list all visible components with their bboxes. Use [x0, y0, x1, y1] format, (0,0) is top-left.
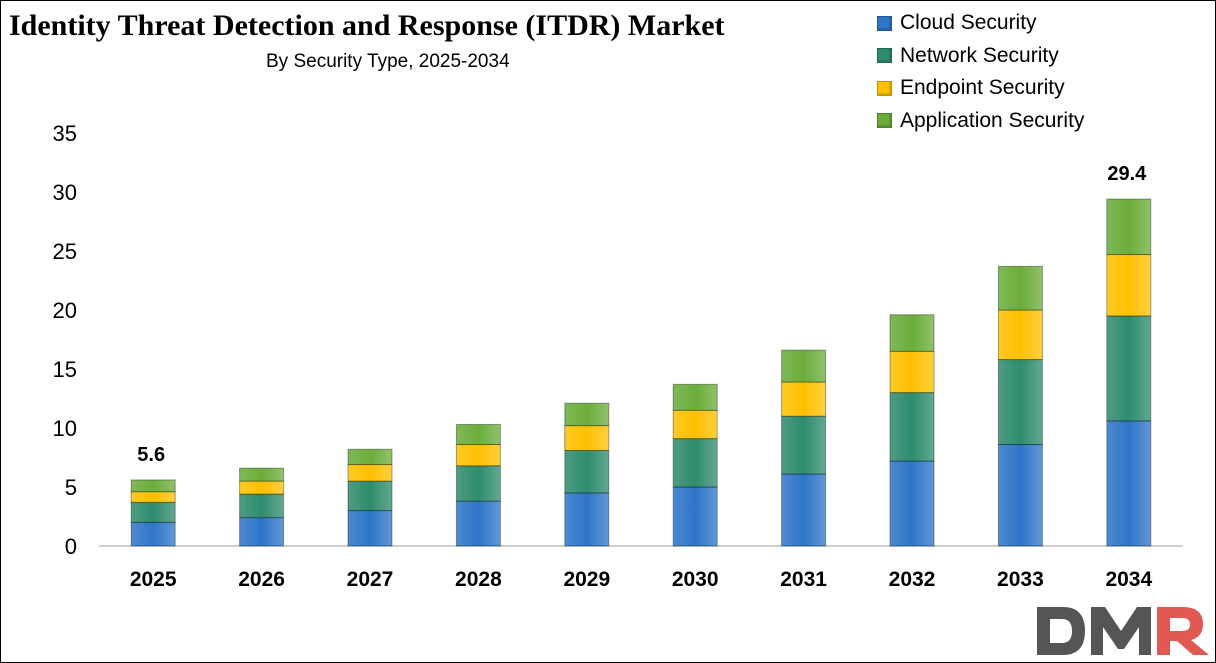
- chart-legend: Cloud Security Network Security Endpoint…: [877, 7, 1084, 137]
- legend-swatch-application-security: [877, 113, 892, 129]
- bar-segment-application-security-2027: [347, 448, 393, 466]
- bar-segment-application-security-2025: [130, 479, 176, 493]
- x-tick-label: 2031: [780, 568, 827, 591]
- bar-segment-application-security-2033: [997, 265, 1043, 311]
- legend-label-application-security: Application Security: [900, 108, 1085, 132]
- bar-segment-application-security-2026: [239, 467, 285, 482]
- bar-segment-cloud-security-2029: [564, 492, 610, 547]
- legend-item-application-security: Application Security: [877, 105, 1084, 138]
- x-tick-label: 2029: [563, 568, 610, 591]
- x-tick-label: 2027: [347, 568, 394, 591]
- bar-segment-endpoint-security-2031: [781, 381, 827, 417]
- bar-segment-application-security-2029: [564, 402, 610, 427]
- bar-segment-cloud-security-2025: [130, 521, 176, 547]
- x-tick-label: 2028: [455, 568, 502, 591]
- bar-segment-network-security-2027: [347, 480, 393, 512]
- bar-segment-application-security-2028: [455, 423, 501, 446]
- bar-segment-cloud-security-2027: [347, 510, 393, 547]
- legend-swatch-endpoint-security: [877, 80, 892, 96]
- bar-segment-cloud-security-2028: [455, 500, 501, 547]
- bar-segment-network-security-2025: [130, 501, 176, 523]
- y-tick-label: 25: [53, 239, 77, 264]
- y-tick-label: 35: [53, 121, 77, 146]
- bar-segment-application-security-2032: [889, 314, 935, 352]
- x-tick-label: 2030: [672, 568, 719, 591]
- bar-segment-network-security-2031: [781, 415, 827, 475]
- legend-swatch-network-security: [877, 48, 892, 64]
- legend-label-network-security: Network Security: [900, 43, 1059, 67]
- x-tick-label: 2026: [238, 568, 285, 591]
- bar-segment-endpoint-security-2029: [564, 425, 610, 451]
- y-tick-label: 30: [53, 180, 77, 205]
- chart-subtitle: By Security Type, 2025-2034: [266, 51, 510, 72]
- bar-segment-application-security-2030: [672, 383, 718, 411]
- bar-segment-endpoint-security-2034: [1106, 254, 1152, 317]
- legend-label-cloud-security: Cloud Security: [900, 11, 1037, 35]
- bar-segment-endpoint-security-2033: [997, 309, 1043, 361]
- bar-segment-cloud-security-2034: [1106, 420, 1152, 547]
- bar-segment-network-security-2033: [997, 359, 1043, 446]
- x-tick-label: 2033: [997, 568, 1044, 591]
- legend-item-cloud-security: Cloud Security: [877, 7, 1084, 40]
- x-tick-label: 2034: [1105, 568, 1152, 591]
- dmr-logo: [1037, 607, 1209, 655]
- bar-segment-network-security-2029: [564, 449, 610, 494]
- y-tick-label: 20: [53, 298, 77, 323]
- legend-swatch-cloud-security: [877, 15, 892, 31]
- bar-segment-application-security-2031: [781, 349, 827, 383]
- legend-item-network-security: Network Security: [877, 40, 1084, 73]
- bar-segment-cloud-security-2026: [239, 517, 285, 547]
- y-tick-label: 0: [65, 534, 77, 559]
- bar-segment-endpoint-security-2028: [455, 444, 501, 467]
- legend-item-endpoint-security: Endpoint Security: [877, 72, 1084, 105]
- bar-segment-network-security-2034: [1106, 315, 1152, 422]
- y-tick-label: 10: [53, 416, 77, 441]
- bar-segment-network-security-2032: [889, 392, 935, 462]
- y-tick-label: 5: [65, 475, 77, 500]
- bar-segment-endpoint-security-2030: [672, 409, 718, 440]
- bar-segment-application-security-2034: [1106, 198, 1152, 256]
- bar-segment-endpoint-security-2026: [239, 480, 285, 495]
- bar-segment-endpoint-security-2027: [347, 464, 393, 482]
- bar-segment-cloud-security-2031: [781, 473, 827, 547]
- total-data-label-2034: 29.4: [1107, 163, 1147, 185]
- y-tick-label: 15: [53, 357, 77, 382]
- bar-segment-endpoint-security-2025: [130, 491, 176, 503]
- bar-segment-network-security-2028: [455, 465, 501, 502]
- x-tick-label: 2025: [130, 568, 177, 591]
- bar-segment-endpoint-security-2032: [889, 350, 935, 394]
- chart-title: Identity Threat Detection and Response (…: [9, 9, 725, 42]
- bar-segment-cloud-security-2033: [997, 444, 1043, 547]
- bar-segment-network-security-2030: [672, 438, 718, 488]
- total-data-label-2025: 5.6: [137, 444, 165, 466]
- legend-label-endpoint-security: Endpoint Security: [900, 76, 1065, 100]
- bar-segment-cloud-security-2030: [672, 486, 718, 547]
- bar-segment-network-security-2026: [239, 493, 285, 519]
- bar-segment-cloud-security-2032: [889, 460, 935, 547]
- x-tick-label: 2032: [889, 568, 936, 591]
